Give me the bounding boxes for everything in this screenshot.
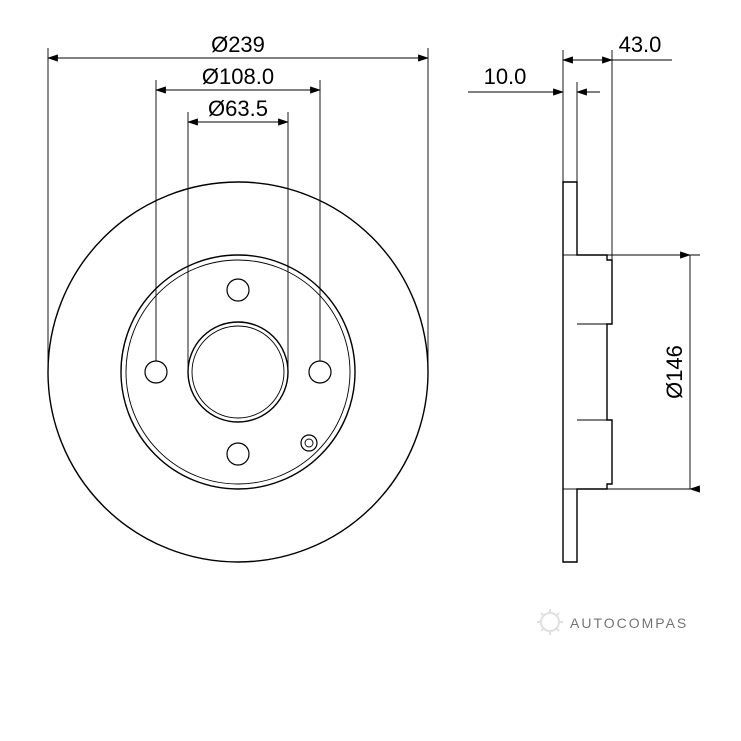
locator-hole — [301, 435, 317, 451]
bolt-hole — [309, 361, 331, 383]
bolt-hole — [227, 443, 249, 465]
dim-label: Ø146 — [662, 345, 687, 399]
dim-label: 43.0 — [619, 32, 662, 57]
bolt-hole — [227, 279, 249, 301]
watermark-text: AUTOCOMPAS — [570, 615, 688, 631]
dim-label: 10.0 — [484, 64, 527, 89]
dim-label: Ø108.0 — [202, 64, 274, 89]
front-view — [48, 182, 428, 562]
dim-label: Ø63.5 — [208, 96, 268, 121]
dimension-43: 43.0 — [563, 32, 672, 260]
watermark: AUTOCOMPAS — [537, 609, 688, 635]
dim-label: Ø239 — [211, 32, 265, 57]
dimension-d63_5: Ø63.5 — [188, 96, 288, 372]
bolt-hole — [145, 361, 167, 383]
dimension-d146: Ø146 — [607, 255, 700, 489]
technical-drawing-svg: Ø239 Ø108.0 Ø63.5 43.0 10.0 Ø146 — [0, 0, 741, 741]
side-view — [563, 182, 612, 562]
dimension-10: 10.0 — [468, 64, 600, 182]
drawing-canvas: Ø239 Ø108.0 Ø63.5 43.0 10.0 Ø146 — [0, 0, 741, 741]
